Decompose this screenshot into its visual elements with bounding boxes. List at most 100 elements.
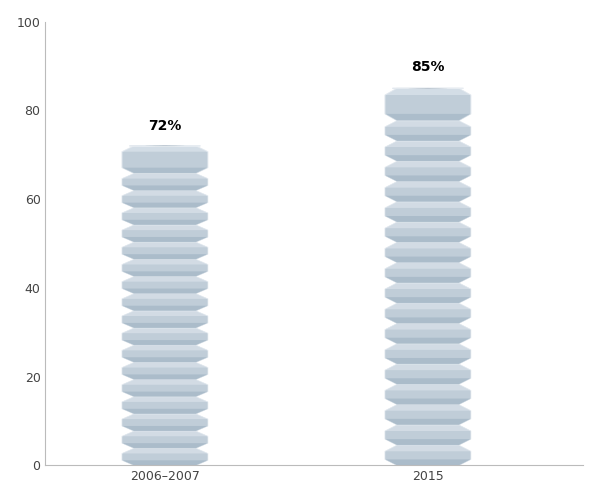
Polygon shape	[122, 306, 208, 311]
Polygon shape	[122, 345, 208, 350]
Polygon shape	[385, 344, 471, 364]
Polygon shape	[385, 378, 471, 384]
Polygon shape	[122, 362, 208, 368]
Polygon shape	[122, 380, 208, 384]
Polygon shape	[385, 364, 471, 370]
Polygon shape	[122, 443, 208, 448]
Polygon shape	[385, 445, 471, 466]
Polygon shape	[122, 328, 208, 345]
Polygon shape	[122, 260, 208, 276]
Polygon shape	[385, 384, 471, 404]
Polygon shape	[385, 324, 471, 330]
Polygon shape	[385, 182, 471, 202]
Polygon shape	[385, 162, 471, 168]
Polygon shape	[385, 338, 471, 344]
Text: 85%: 85%	[411, 60, 445, 74]
Polygon shape	[385, 283, 471, 289]
Polygon shape	[122, 345, 208, 362]
Polygon shape	[122, 202, 208, 208]
Polygon shape	[122, 237, 208, 242]
Polygon shape	[385, 242, 471, 262]
Polygon shape	[122, 460, 208, 466]
Polygon shape	[122, 276, 208, 293]
Polygon shape	[385, 196, 471, 202]
Polygon shape	[122, 260, 208, 264]
Polygon shape	[122, 272, 208, 276]
Polygon shape	[122, 448, 208, 454]
Polygon shape	[122, 294, 208, 299]
Polygon shape	[122, 311, 208, 328]
Polygon shape	[385, 364, 471, 384]
Polygon shape	[385, 202, 471, 208]
Polygon shape	[122, 311, 208, 316]
Polygon shape	[122, 146, 208, 152]
Text: 72%: 72%	[148, 119, 182, 133]
Polygon shape	[385, 303, 471, 324]
Polygon shape	[122, 208, 208, 225]
Polygon shape	[122, 276, 208, 281]
Polygon shape	[385, 344, 471, 350]
Polygon shape	[122, 426, 208, 431]
Polygon shape	[385, 141, 471, 162]
Polygon shape	[385, 141, 471, 147]
Polygon shape	[385, 283, 471, 303]
Polygon shape	[122, 323, 208, 328]
Polygon shape	[122, 328, 208, 333]
Polygon shape	[385, 88, 471, 95]
Polygon shape	[385, 318, 471, 324]
Polygon shape	[385, 135, 471, 141]
Polygon shape	[385, 324, 471, 344]
Polygon shape	[385, 425, 471, 445]
Polygon shape	[385, 162, 471, 182]
Polygon shape	[385, 404, 471, 410]
Polygon shape	[385, 460, 471, 466]
Polygon shape	[122, 409, 208, 414]
Polygon shape	[122, 397, 208, 402]
Polygon shape	[385, 256, 471, 262]
Polygon shape	[122, 392, 208, 397]
Polygon shape	[122, 242, 208, 248]
Polygon shape	[122, 220, 208, 225]
Polygon shape	[385, 398, 471, 404]
Polygon shape	[122, 146, 208, 174]
Polygon shape	[122, 414, 208, 419]
Polygon shape	[122, 357, 208, 362]
Polygon shape	[122, 174, 208, 190]
Polygon shape	[385, 88, 471, 120]
Polygon shape	[122, 362, 208, 380]
Polygon shape	[122, 288, 208, 294]
Polygon shape	[385, 120, 471, 127]
Polygon shape	[385, 358, 471, 364]
Polygon shape	[122, 174, 208, 178]
Polygon shape	[385, 222, 471, 228]
Polygon shape	[385, 303, 471, 310]
Polygon shape	[122, 190, 208, 208]
Polygon shape	[385, 176, 471, 182]
Polygon shape	[122, 225, 208, 230]
Polygon shape	[122, 168, 208, 173]
Polygon shape	[122, 414, 208, 431]
Polygon shape	[385, 384, 471, 390]
Polygon shape	[122, 254, 208, 260]
Polygon shape	[385, 155, 471, 162]
Polygon shape	[122, 340, 208, 345]
Polygon shape	[122, 380, 208, 397]
Polygon shape	[122, 225, 208, 242]
Polygon shape	[385, 202, 471, 222]
Polygon shape	[122, 242, 208, 260]
Polygon shape	[122, 431, 208, 436]
Polygon shape	[122, 190, 208, 196]
Polygon shape	[385, 236, 471, 242]
Polygon shape	[122, 431, 208, 448]
Polygon shape	[122, 294, 208, 311]
Polygon shape	[385, 419, 471, 425]
Polygon shape	[385, 297, 471, 303]
Polygon shape	[385, 114, 471, 120]
Polygon shape	[385, 120, 471, 141]
Polygon shape	[122, 208, 208, 213]
Polygon shape	[385, 404, 471, 425]
Polygon shape	[385, 439, 471, 445]
Polygon shape	[385, 262, 471, 268]
Polygon shape	[122, 448, 208, 466]
Polygon shape	[385, 425, 471, 431]
